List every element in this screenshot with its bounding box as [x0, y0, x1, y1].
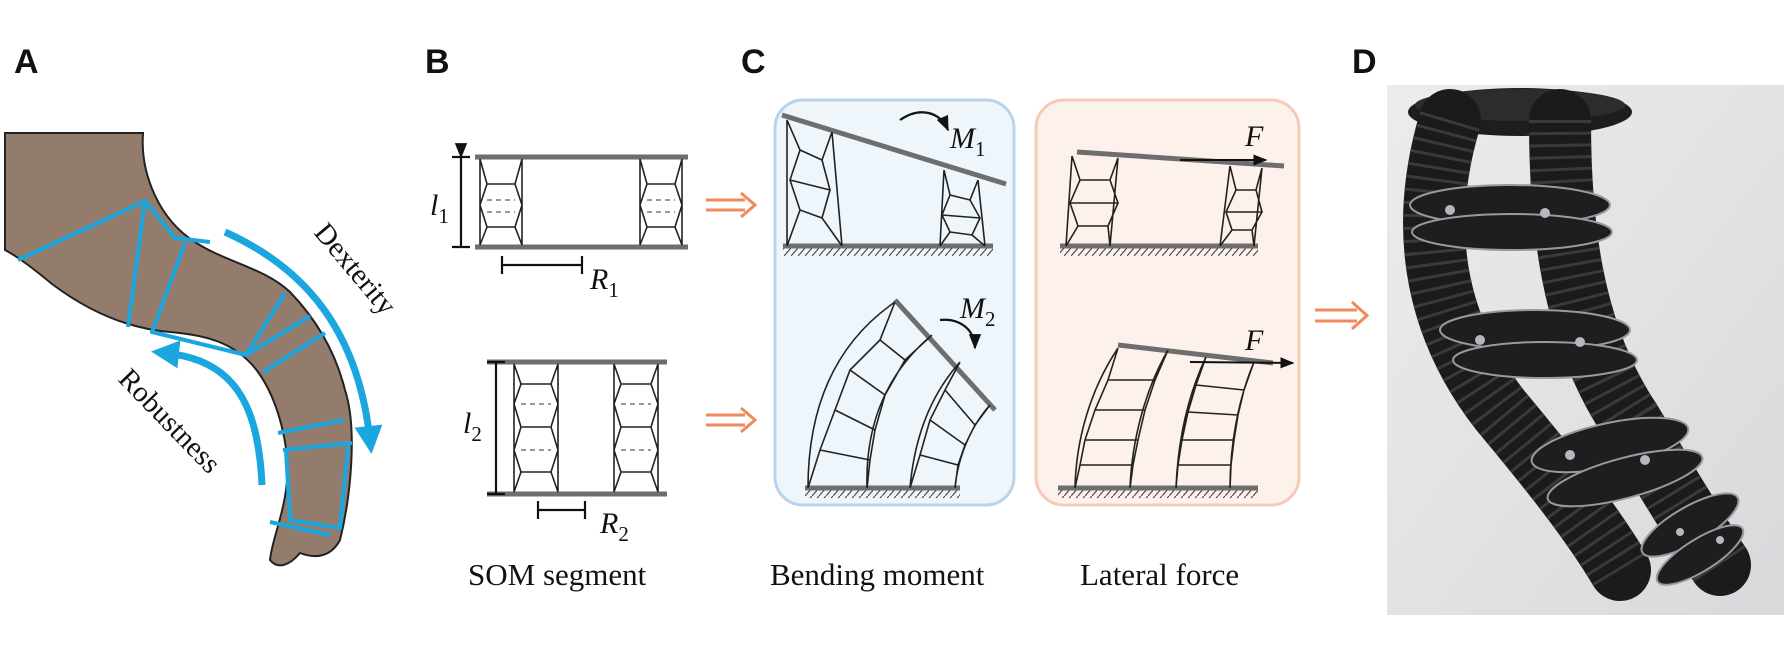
panel-c-bending: M1 M2 Bending moment — [770, 98, 1016, 592]
panel-a: Dexterity Robustness — [4, 132, 403, 567]
lattice-column-right — [639, 158, 683, 246]
force-arrow-2 — [1189, 357, 1295, 369]
panel-letter-d: D — [1352, 43, 1377, 81]
robustness-label: Robustness — [112, 363, 227, 480]
panel-b: l1 R1 l2 R2 SOM segment — [430, 157, 688, 592]
radius-dimension-1 — [500, 256, 584, 274]
tilted-plate-4 — [1117, 342, 1274, 366]
clamp-hardware — [1445, 205, 1724, 544]
lattice-column-left — [513, 363, 559, 493]
length-label-1: l1 — [430, 189, 449, 228]
transition-arrow-c-d — [1315, 300, 1370, 331]
bent-lattice-2a — [807, 301, 933, 489]
panel-c-lateral: F F Lateral force — [1034, 98, 1301, 592]
ground-hatch-4 — [1058, 490, 1258, 498]
tilted-plate-2 — [893, 298, 997, 412]
sheared-lattice-3b — [1219, 165, 1263, 247]
panel-letter-b: B — [425, 43, 450, 81]
transition-arrow-2 — [706, 406, 758, 434]
ground-hatch-1 — [783, 248, 993, 256]
segment-dividers — [17, 199, 353, 537]
lateral-box — [1034, 98, 1301, 507]
ground-hatch-2 — [805, 490, 960, 498]
robustness-arrow — [151, 340, 266, 486]
dexterity-arrow — [223, 228, 383, 454]
length-label-2: l2 — [463, 407, 482, 446]
bent-lattice-1a — [786, 119, 843, 247]
tilted-plate-1 — [781, 112, 1007, 187]
som-segment-1: l1 R1 — [430, 157, 688, 302]
som-segment-2: l2 R2 — [463, 359, 667, 546]
force-label-2: F — [1244, 324, 1264, 357]
robot-body — [4, 132, 353, 567]
transition-arrow-1 — [706, 191, 758, 219]
moment-label-1: M1 — [949, 122, 986, 161]
clamp-rings — [1409, 184, 1745, 586]
radius-dimension-2 — [536, 501, 587, 519]
moment-arrow-1 — [899, 111, 950, 132]
radius-label-2: R2 — [599, 507, 629, 546]
moment-arrow-2 — [939, 318, 982, 350]
panel-d-photo — [1387, 85, 1784, 615]
force-label-1: F — [1244, 120, 1264, 153]
length-dimension-1 — [452, 157, 470, 249]
radius-label-1: R1 — [589, 263, 619, 302]
moment-label-2: M2 — [959, 292, 996, 331]
bending-moment-caption: Bending moment — [770, 557, 985, 592]
lateral-force-caption: Lateral force — [1080, 557, 1239, 592]
lattice-column-left — [479, 158, 523, 246]
sheared-lattice-4a — [1074, 347, 1169, 489]
panel-letter-a: A — [14, 43, 39, 81]
sheared-lattice-3a — [1065, 155, 1119, 247]
bent-lattice-2a-rungs — [819, 339, 906, 461]
lattice-column-right — [613, 363, 659, 493]
bent-lattice-1b — [939, 169, 986, 247]
transition-arrows-b-c — [706, 191, 758, 434]
panel-letter-c: C — [741, 43, 766, 81]
sheared-lattice-4b — [1175, 356, 1255, 489]
som-segment-caption: SOM segment — [468, 557, 647, 592]
bent-lattice-2b — [909, 361, 991, 489]
ground-hatch-3 — [1060, 248, 1258, 256]
length-dimension-2 — [487, 360, 505, 496]
